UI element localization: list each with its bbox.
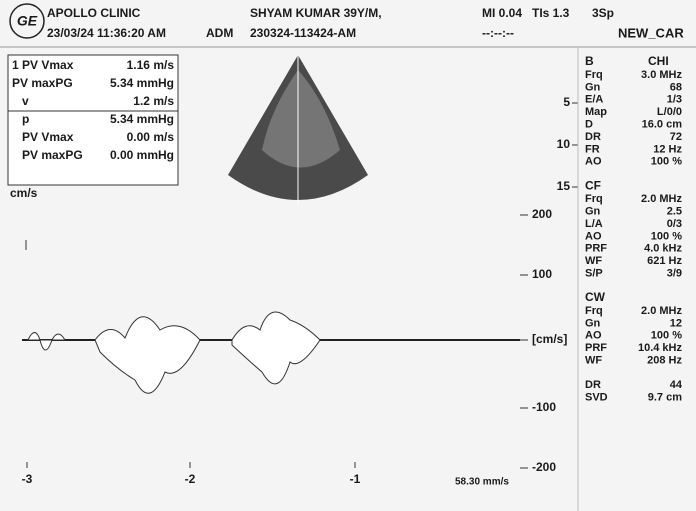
param-label: E/A xyxy=(585,94,603,106)
group-title: CF xyxy=(585,178,601,192)
measurement-label: v xyxy=(22,94,29,108)
time-label: -2 xyxy=(185,472,196,486)
param-value: L/0/0 xyxy=(657,106,682,118)
param-value: 2.5 xyxy=(667,206,682,218)
velocity-label: 100 xyxy=(532,267,552,281)
param-label: AO xyxy=(585,156,602,168)
param-label: Gn xyxy=(585,317,601,329)
measurement-label: PV maxPG xyxy=(12,76,73,90)
param-label: SVD xyxy=(585,391,608,403)
param-value: 16.0 cm xyxy=(642,119,683,131)
velocity-label: -100 xyxy=(532,400,556,414)
param-value: 3/9 xyxy=(667,268,682,280)
param-label: Frq xyxy=(585,193,603,205)
param-value: 1/3 xyxy=(667,94,682,106)
param-label: DR xyxy=(585,131,601,143)
param-value: 72 xyxy=(670,131,682,143)
time-label: -1 xyxy=(350,472,361,486)
param-value: 68 xyxy=(670,81,682,93)
logo: GE xyxy=(17,13,38,29)
param-label: PRF xyxy=(585,243,607,255)
tis: TIs 1.3 xyxy=(532,6,570,20)
param-value: 0/3 xyxy=(667,218,682,230)
group-title: CW xyxy=(585,290,606,304)
param-label: Frq xyxy=(585,69,603,81)
measurement-value: 1.16 m/s xyxy=(127,58,175,72)
measurement-value: 0.00 mmHg xyxy=(110,148,174,162)
sweep-speed: 58.30 mm/s xyxy=(455,477,509,488)
operator: ADM xyxy=(206,26,233,40)
param-label: Gn xyxy=(585,81,601,93)
param-label: AO xyxy=(585,330,602,342)
probe: 3Sp xyxy=(592,6,614,20)
param-value: 10.4 kHz xyxy=(638,342,683,354)
group-title: B xyxy=(585,54,594,68)
group-value: CHI xyxy=(648,54,669,68)
patient: SHYAM KUMAR 39Y/M, xyxy=(250,6,382,20)
param-value: 2.0 MHz xyxy=(641,305,682,317)
param-value: 9.7 cm xyxy=(648,391,682,403)
param-value: 3.0 MHz xyxy=(641,69,682,81)
param-label: L/A xyxy=(585,218,603,230)
param-label: DR xyxy=(585,379,601,391)
velocity-unit: cm/s xyxy=(10,186,38,200)
param-value: 44 xyxy=(670,379,683,391)
param-value: 208 Hz xyxy=(647,355,682,367)
measurement-label: PV maxPG xyxy=(22,148,83,162)
param-value: 621 Hz xyxy=(647,255,682,267)
param-label: Map xyxy=(585,106,607,118)
param-value: 2.0 MHz xyxy=(641,193,682,205)
measurement-value: 5.34 mmHg xyxy=(110,112,174,126)
depth-label: 10 xyxy=(557,137,571,151)
velocity-label: [cm/s] xyxy=(532,332,567,346)
velocity-label: -200 xyxy=(532,460,556,474)
param-label: S/P xyxy=(585,268,603,280)
param-label: Gn xyxy=(585,206,601,218)
mi: MI 0.04 xyxy=(482,6,522,20)
depth-label: 5 xyxy=(563,95,570,109)
measurement-value: 1.2 m/s xyxy=(133,94,174,108)
measurement-value: 5.34 mmHg xyxy=(110,76,174,90)
param-value: 4.0 kHz xyxy=(644,243,682,255)
param-value: 100 % xyxy=(651,330,682,342)
param-value: 12 xyxy=(670,317,682,329)
datetime: 23/03/24 11:36:20 AM xyxy=(47,26,166,40)
measurement-label: PV Vmax xyxy=(22,130,74,144)
param-label: WF xyxy=(585,255,602,267)
time-label: -3 xyxy=(22,472,33,486)
param-label: D xyxy=(585,119,593,131)
param-label: PRF xyxy=(585,342,607,354)
param-label: FR xyxy=(585,143,600,155)
param-label: WF xyxy=(585,355,602,367)
preset: NEW_CAR xyxy=(618,25,684,40)
measurement-label: p xyxy=(22,112,29,126)
measurement-label: 1 PV Vmax xyxy=(12,58,74,72)
clinic: APOLLO CLINIC xyxy=(47,6,141,20)
clock: --:--:-- xyxy=(482,26,514,40)
velocity-label: 200 xyxy=(532,207,552,221)
param-label: Frq xyxy=(585,305,603,317)
param-value: 100 % xyxy=(651,156,682,168)
ultrasound-screen: GE APOLLO CLINIC 23/03/24 11:36:20 AM AD… xyxy=(0,0,696,511)
param-label: AO xyxy=(585,230,602,242)
depth-label: 15 xyxy=(557,179,571,193)
exam-id: 230324-113424-AM xyxy=(250,26,356,40)
measurement-value: 0.00 m/s xyxy=(127,130,175,144)
param-value: 12 Hz xyxy=(653,143,682,155)
param-value: 100 % xyxy=(651,230,682,242)
